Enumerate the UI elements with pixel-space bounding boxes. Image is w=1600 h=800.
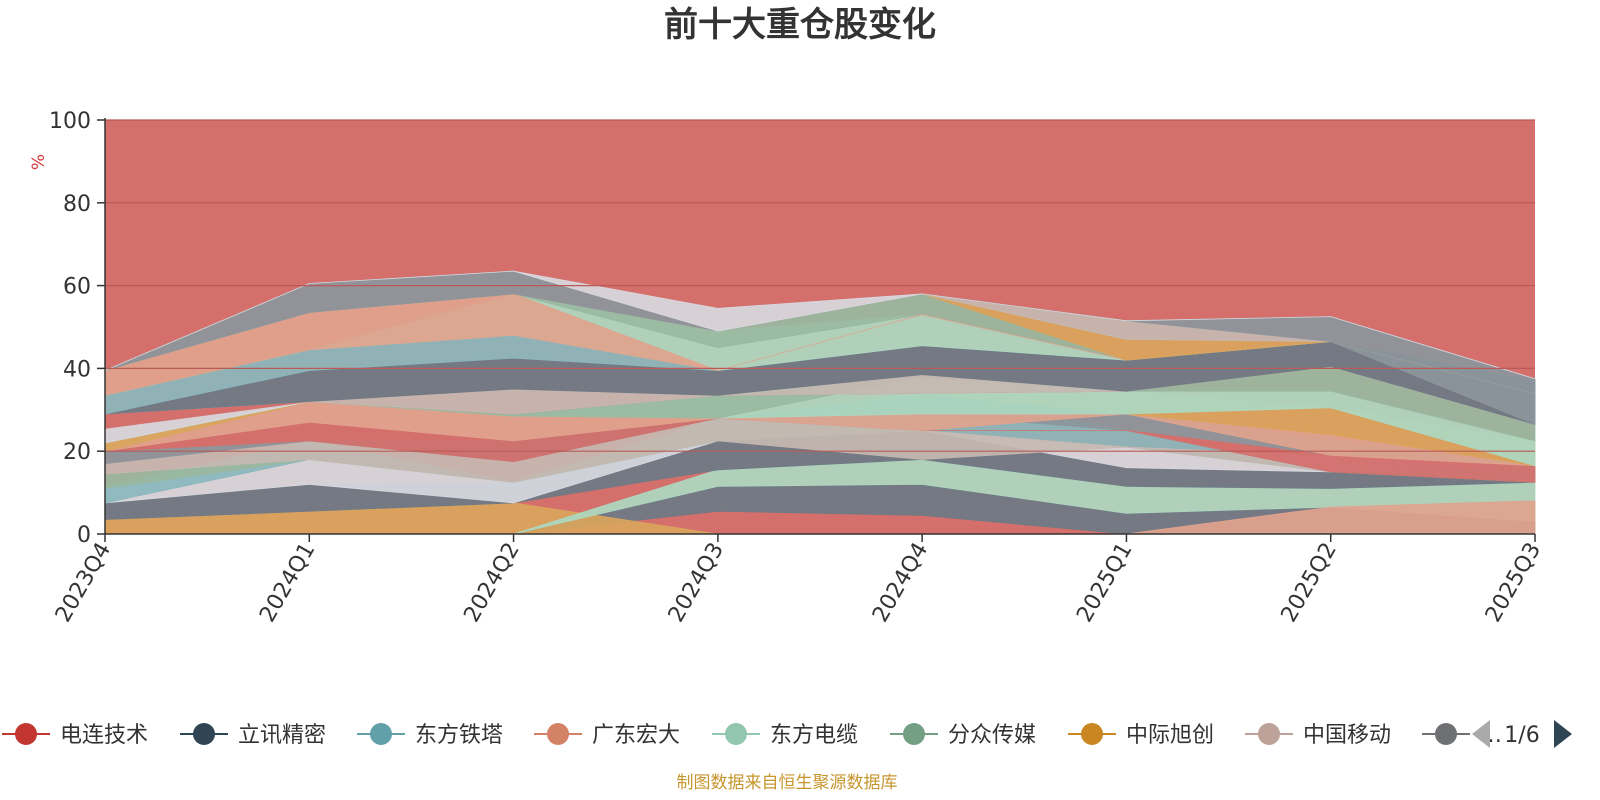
legend-marker: [547, 723, 569, 745]
legend-label: 立讯精密: [238, 723, 326, 748]
legend-marker: [193, 723, 215, 745]
footer-source: 制图数据来自恒生聚源数据库: [677, 773, 898, 793]
x-tick-label: 2025Q2: [1277, 539, 1342, 627]
plot-area: [104, 119, 1536, 535]
legend-prev-icon[interactable]: [1472, 720, 1490, 748]
x-tick-label: 2025Q3: [1481, 539, 1546, 627]
legend-page-indicator: 1/6: [1504, 723, 1539, 748]
legend-marker: [903, 723, 925, 745]
area-band-29: [104, 270, 1536, 380]
y-axis-unit: %: [29, 154, 49, 170]
legend-pager: 1/6: [1472, 720, 1572, 748]
y-tick-label: 80: [63, 192, 91, 217]
legend-item[interactable]: …: [1422, 723, 1502, 748]
legend-item[interactable]: 立讯精密: [180, 723, 326, 748]
legend: 电连技术 立讯精密 东方铁塔 广东宏大 东方电缆 分众传媒 中际旭创 中国移动 …: [2, 723, 1502, 748]
legend-marker: [15, 723, 37, 745]
x-tick-label: 2024Q1: [255, 539, 320, 627]
chart-title: 前十大重仓股变化: [664, 5, 936, 45]
y-tick-label: 100: [49, 109, 91, 134]
legend-item[interactable]: 中国移动: [1245, 723, 1391, 748]
legend-marker: [725, 723, 747, 745]
legend-item[interactable]: 东方电缆: [712, 723, 858, 748]
legend-marker: [370, 723, 392, 745]
legend-item[interactable]: 电连技术: [2, 723, 148, 748]
legend-item[interactable]: 广东宏大: [534, 723, 680, 748]
legend-label: 电连技术: [60, 723, 148, 748]
legend-marker: [1081, 723, 1103, 745]
legend-marker: [1258, 723, 1280, 745]
legend-label: 广东宏大: [592, 723, 680, 748]
gridlines: [105, 119, 1535, 452]
x-tick-label: 2024Q3: [664, 539, 729, 627]
y-tick-label: 40: [63, 357, 91, 382]
legend-label: 中国移动: [1303, 723, 1391, 748]
y-tick-label: 60: [63, 275, 91, 300]
legend-label: 东方电缆: [770, 723, 858, 748]
legend-marker: [1435, 723, 1457, 745]
legend-label: 东方铁塔: [415, 723, 503, 748]
legend-item[interactable]: 中际旭创: [1068, 723, 1214, 748]
y-axis-ticks: 0 20 40 60 80 100: [49, 109, 105, 548]
y-tick-label: 0: [77, 523, 91, 548]
y-tick-label: 20: [63, 440, 91, 465]
x-tick-label: 2024Q2: [459, 539, 524, 627]
legend-label: 中际旭创: [1126, 723, 1214, 748]
legend-item[interactable]: 东方铁塔: [357, 723, 503, 748]
legend-item[interactable]: 分众传媒: [890, 723, 1036, 748]
legend-next-icon[interactable]: [1554, 720, 1572, 748]
x-axis-ticks: 2023Q4 2024Q1 2024Q2 2024Q3 2024Q4 2025Q1 2025…: [51, 534, 1546, 627]
x-tick-label: 2024Q4: [868, 539, 933, 627]
area-bands: [104, 270, 1536, 535]
x-tick-label: 2023Q4: [51, 539, 116, 627]
x-tick-label: 2025Q1: [1072, 539, 1137, 627]
legend-label: 分众传媒: [948, 723, 1036, 748]
